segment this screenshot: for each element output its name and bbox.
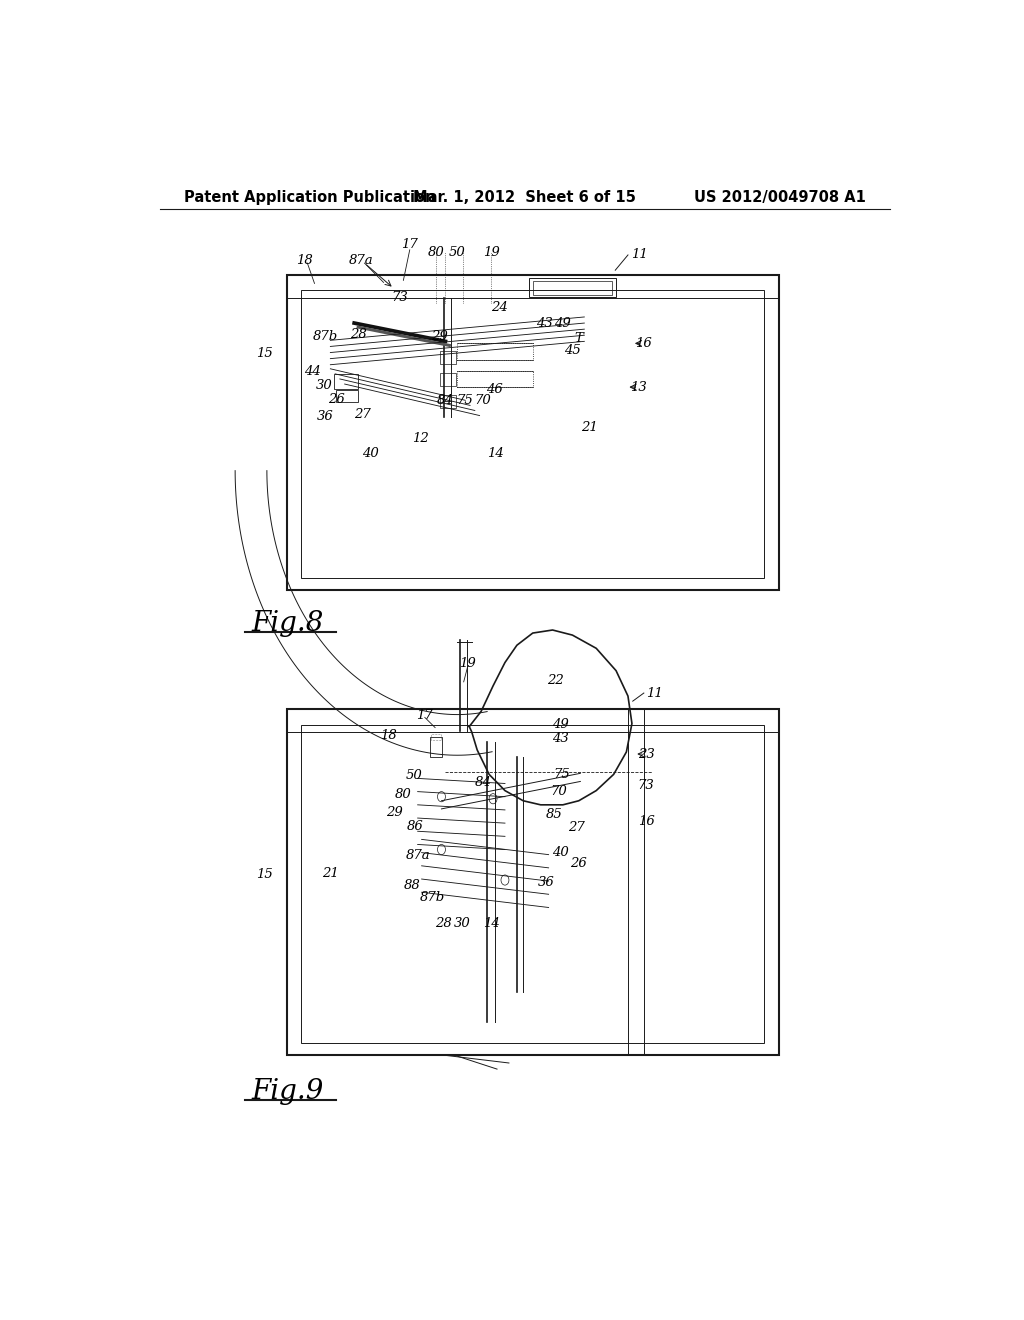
Bar <box>336 391 358 403</box>
Text: 73: 73 <box>638 779 654 792</box>
Bar <box>440 351 456 363</box>
Text: 15: 15 <box>256 347 272 360</box>
Text: 87a: 87a <box>406 849 430 862</box>
Text: 36: 36 <box>316 411 333 424</box>
Text: 15: 15 <box>256 869 272 882</box>
Text: 36: 36 <box>538 875 555 888</box>
Text: 17: 17 <box>401 239 418 251</box>
Text: 30: 30 <box>315 379 333 392</box>
Text: 21: 21 <box>322 867 339 880</box>
Text: Patent Application Publication: Patent Application Publication <box>183 190 435 205</box>
Text: 49: 49 <box>555 317 571 330</box>
Text: 73: 73 <box>392 292 409 304</box>
Text: 11: 11 <box>632 248 648 261</box>
Bar <box>287 709 779 731</box>
Text: T: T <box>574 331 584 345</box>
Text: 19: 19 <box>460 657 476 671</box>
Text: 46: 46 <box>486 383 503 396</box>
Bar <box>628 709 644 1055</box>
Bar <box>431 734 440 739</box>
Text: 24: 24 <box>492 301 508 314</box>
Bar <box>440 396 456 408</box>
Text: 18: 18 <box>296 253 312 267</box>
Bar <box>532 281 612 294</box>
Text: 16: 16 <box>636 337 652 350</box>
Text: 88: 88 <box>403 879 421 891</box>
Text: 80: 80 <box>395 788 412 801</box>
Bar <box>287 709 779 1055</box>
Text: 19: 19 <box>483 247 500 260</box>
Text: 75: 75 <box>553 768 569 781</box>
Text: Fig.9: Fig.9 <box>251 1078 324 1105</box>
Text: 14: 14 <box>483 917 500 931</box>
Text: 40: 40 <box>362 446 379 459</box>
Text: 21: 21 <box>582 421 598 434</box>
Text: Fig.8: Fig.8 <box>251 610 324 638</box>
Text: 29: 29 <box>431 330 447 343</box>
Text: 16: 16 <box>638 814 654 828</box>
Text: 28: 28 <box>435 917 453 931</box>
Bar <box>458 371 532 387</box>
Text: 70: 70 <box>551 785 567 799</box>
Text: 43: 43 <box>537 317 553 330</box>
Text: 50: 50 <box>406 768 422 781</box>
Text: 50: 50 <box>449 247 466 260</box>
Text: 87a: 87a <box>349 253 374 267</box>
Text: 84: 84 <box>437 393 454 407</box>
Text: 14: 14 <box>487 446 504 459</box>
Bar <box>287 276 779 590</box>
Text: 26: 26 <box>328 393 344 405</box>
Text: 45: 45 <box>564 345 581 356</box>
Text: 27: 27 <box>568 821 585 834</box>
Bar <box>528 279 616 297</box>
Bar <box>301 725 765 1043</box>
Text: 43: 43 <box>552 733 569 746</box>
Text: 18: 18 <box>380 729 396 742</box>
Bar <box>334 374 358 389</box>
Bar <box>301 289 765 578</box>
Text: 87b: 87b <box>419 891 444 904</box>
Text: 23: 23 <box>638 747 654 760</box>
Text: 49: 49 <box>552 718 569 731</box>
Text: 22: 22 <box>547 675 563 688</box>
Text: 40: 40 <box>552 846 569 859</box>
Text: 80: 80 <box>428 247 444 260</box>
Text: Mar. 1, 2012  Sheet 6 of 15: Mar. 1, 2012 Sheet 6 of 15 <box>414 190 636 205</box>
Text: 26: 26 <box>570 857 587 870</box>
Bar <box>440 374 456 385</box>
Text: 87b: 87b <box>313 330 338 343</box>
Text: US 2012/0049708 A1: US 2012/0049708 A1 <box>694 190 866 205</box>
Text: 17: 17 <box>417 709 433 722</box>
Bar <box>287 276 779 297</box>
Text: 44: 44 <box>304 366 321 379</box>
Bar <box>430 737 442 758</box>
Text: 11: 11 <box>646 686 664 700</box>
Text: 85: 85 <box>546 808 562 821</box>
Text: 86: 86 <box>407 820 424 833</box>
Text: 28: 28 <box>350 327 367 341</box>
Text: 75: 75 <box>456 393 473 407</box>
Text: 30: 30 <box>454 917 470 931</box>
Text: 12: 12 <box>412 433 428 445</box>
Text: 84: 84 <box>475 776 492 789</box>
Bar <box>458 343 532 359</box>
Text: 27: 27 <box>354 408 372 421</box>
Text: 70: 70 <box>474 393 492 407</box>
Text: 29: 29 <box>386 807 403 820</box>
Text: 13: 13 <box>630 380 647 393</box>
